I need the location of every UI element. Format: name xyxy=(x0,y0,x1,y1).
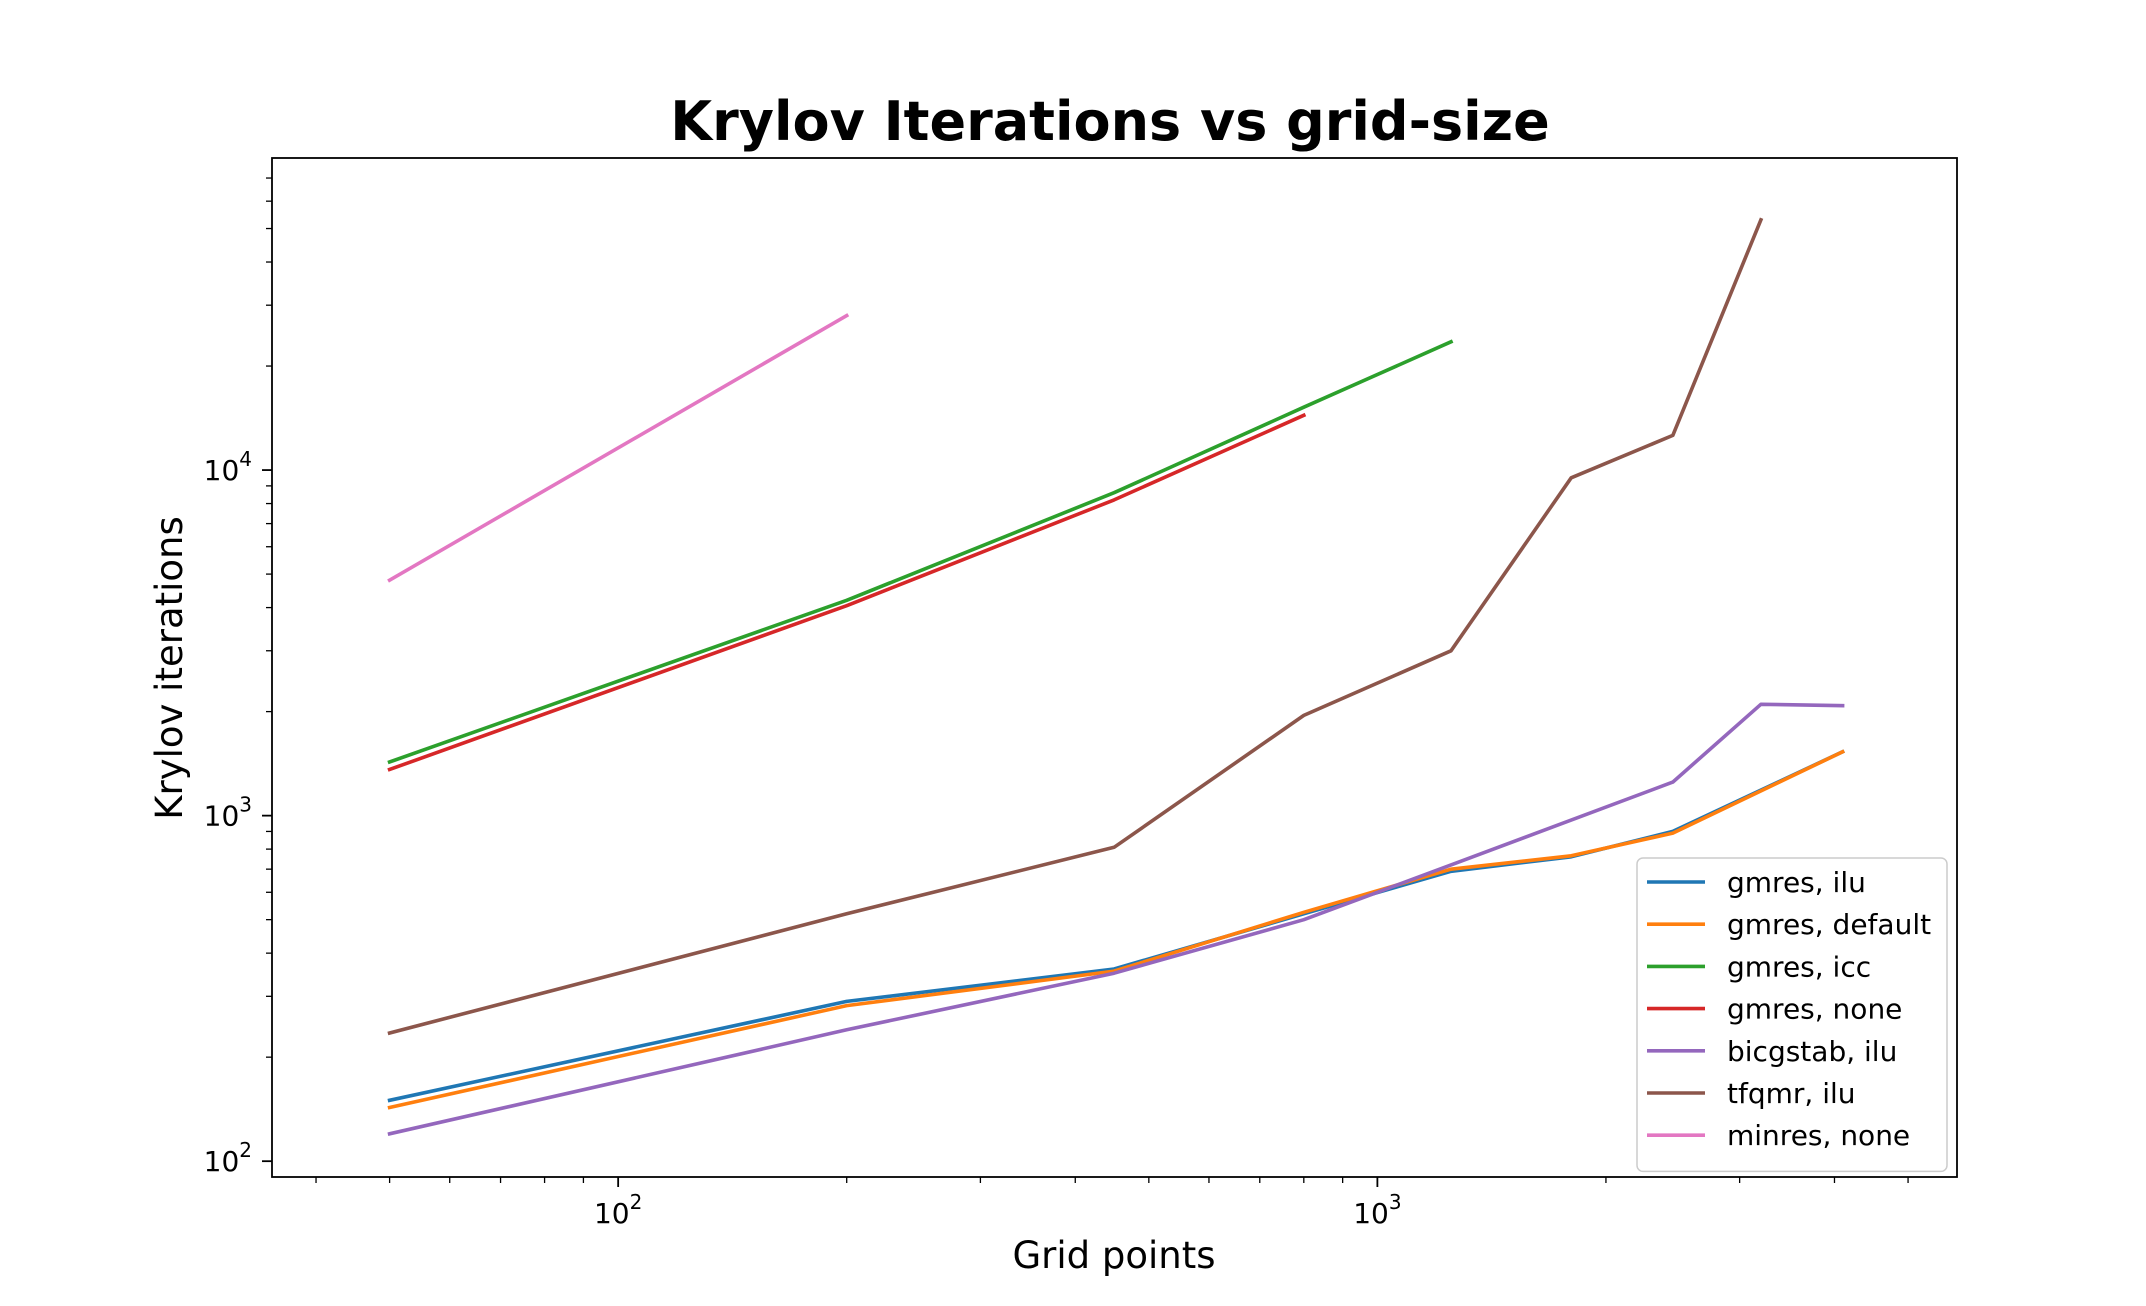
x-axis-label: Grid points xyxy=(1012,1234,1215,1277)
series-line-0 xyxy=(387,749,1845,1103)
plot-lines xyxy=(387,217,1846,1136)
y-tick-label: 103 xyxy=(204,793,252,833)
y-axis-ticks: 102 103 104 xyxy=(204,177,272,1178)
legend-label: gmres, default xyxy=(1727,908,1931,941)
y-tick-label: 102 xyxy=(204,1138,252,1178)
legend-label: minres, none xyxy=(1727,1119,1910,1152)
series-line-5 xyxy=(387,217,1764,1036)
legend: gmres, ilu gmres, default gmres, icc gmres,… xyxy=(1636,857,1948,1173)
y-axis-label: Krylov iterations xyxy=(148,516,191,820)
plot-frame xyxy=(271,157,1958,1178)
legend-label: tfqmr, ilu xyxy=(1727,1077,1856,1110)
legend-label: gmres, none xyxy=(1727,993,1902,1026)
chart-title: Krylov Iterations vs grid-size xyxy=(670,90,1549,153)
legend-label: bicgstab, ilu xyxy=(1727,1035,1897,1068)
y-tick-label: 104 xyxy=(204,447,252,487)
x-tick-label: 102 xyxy=(594,1190,642,1230)
series-line-3 xyxy=(387,412,1307,772)
x-tick-label: 103 xyxy=(1353,1190,1401,1230)
legend-label: gmres, icc xyxy=(1727,950,1871,983)
legend-label: gmres, ilu xyxy=(1727,866,1866,899)
series-line-6 xyxy=(387,313,850,583)
x-axis-ticks: 102 103 xyxy=(315,1177,1909,1230)
series-line-2 xyxy=(387,339,1454,765)
legend-box xyxy=(1636,857,1948,1173)
series-line-4 xyxy=(387,702,1845,1136)
